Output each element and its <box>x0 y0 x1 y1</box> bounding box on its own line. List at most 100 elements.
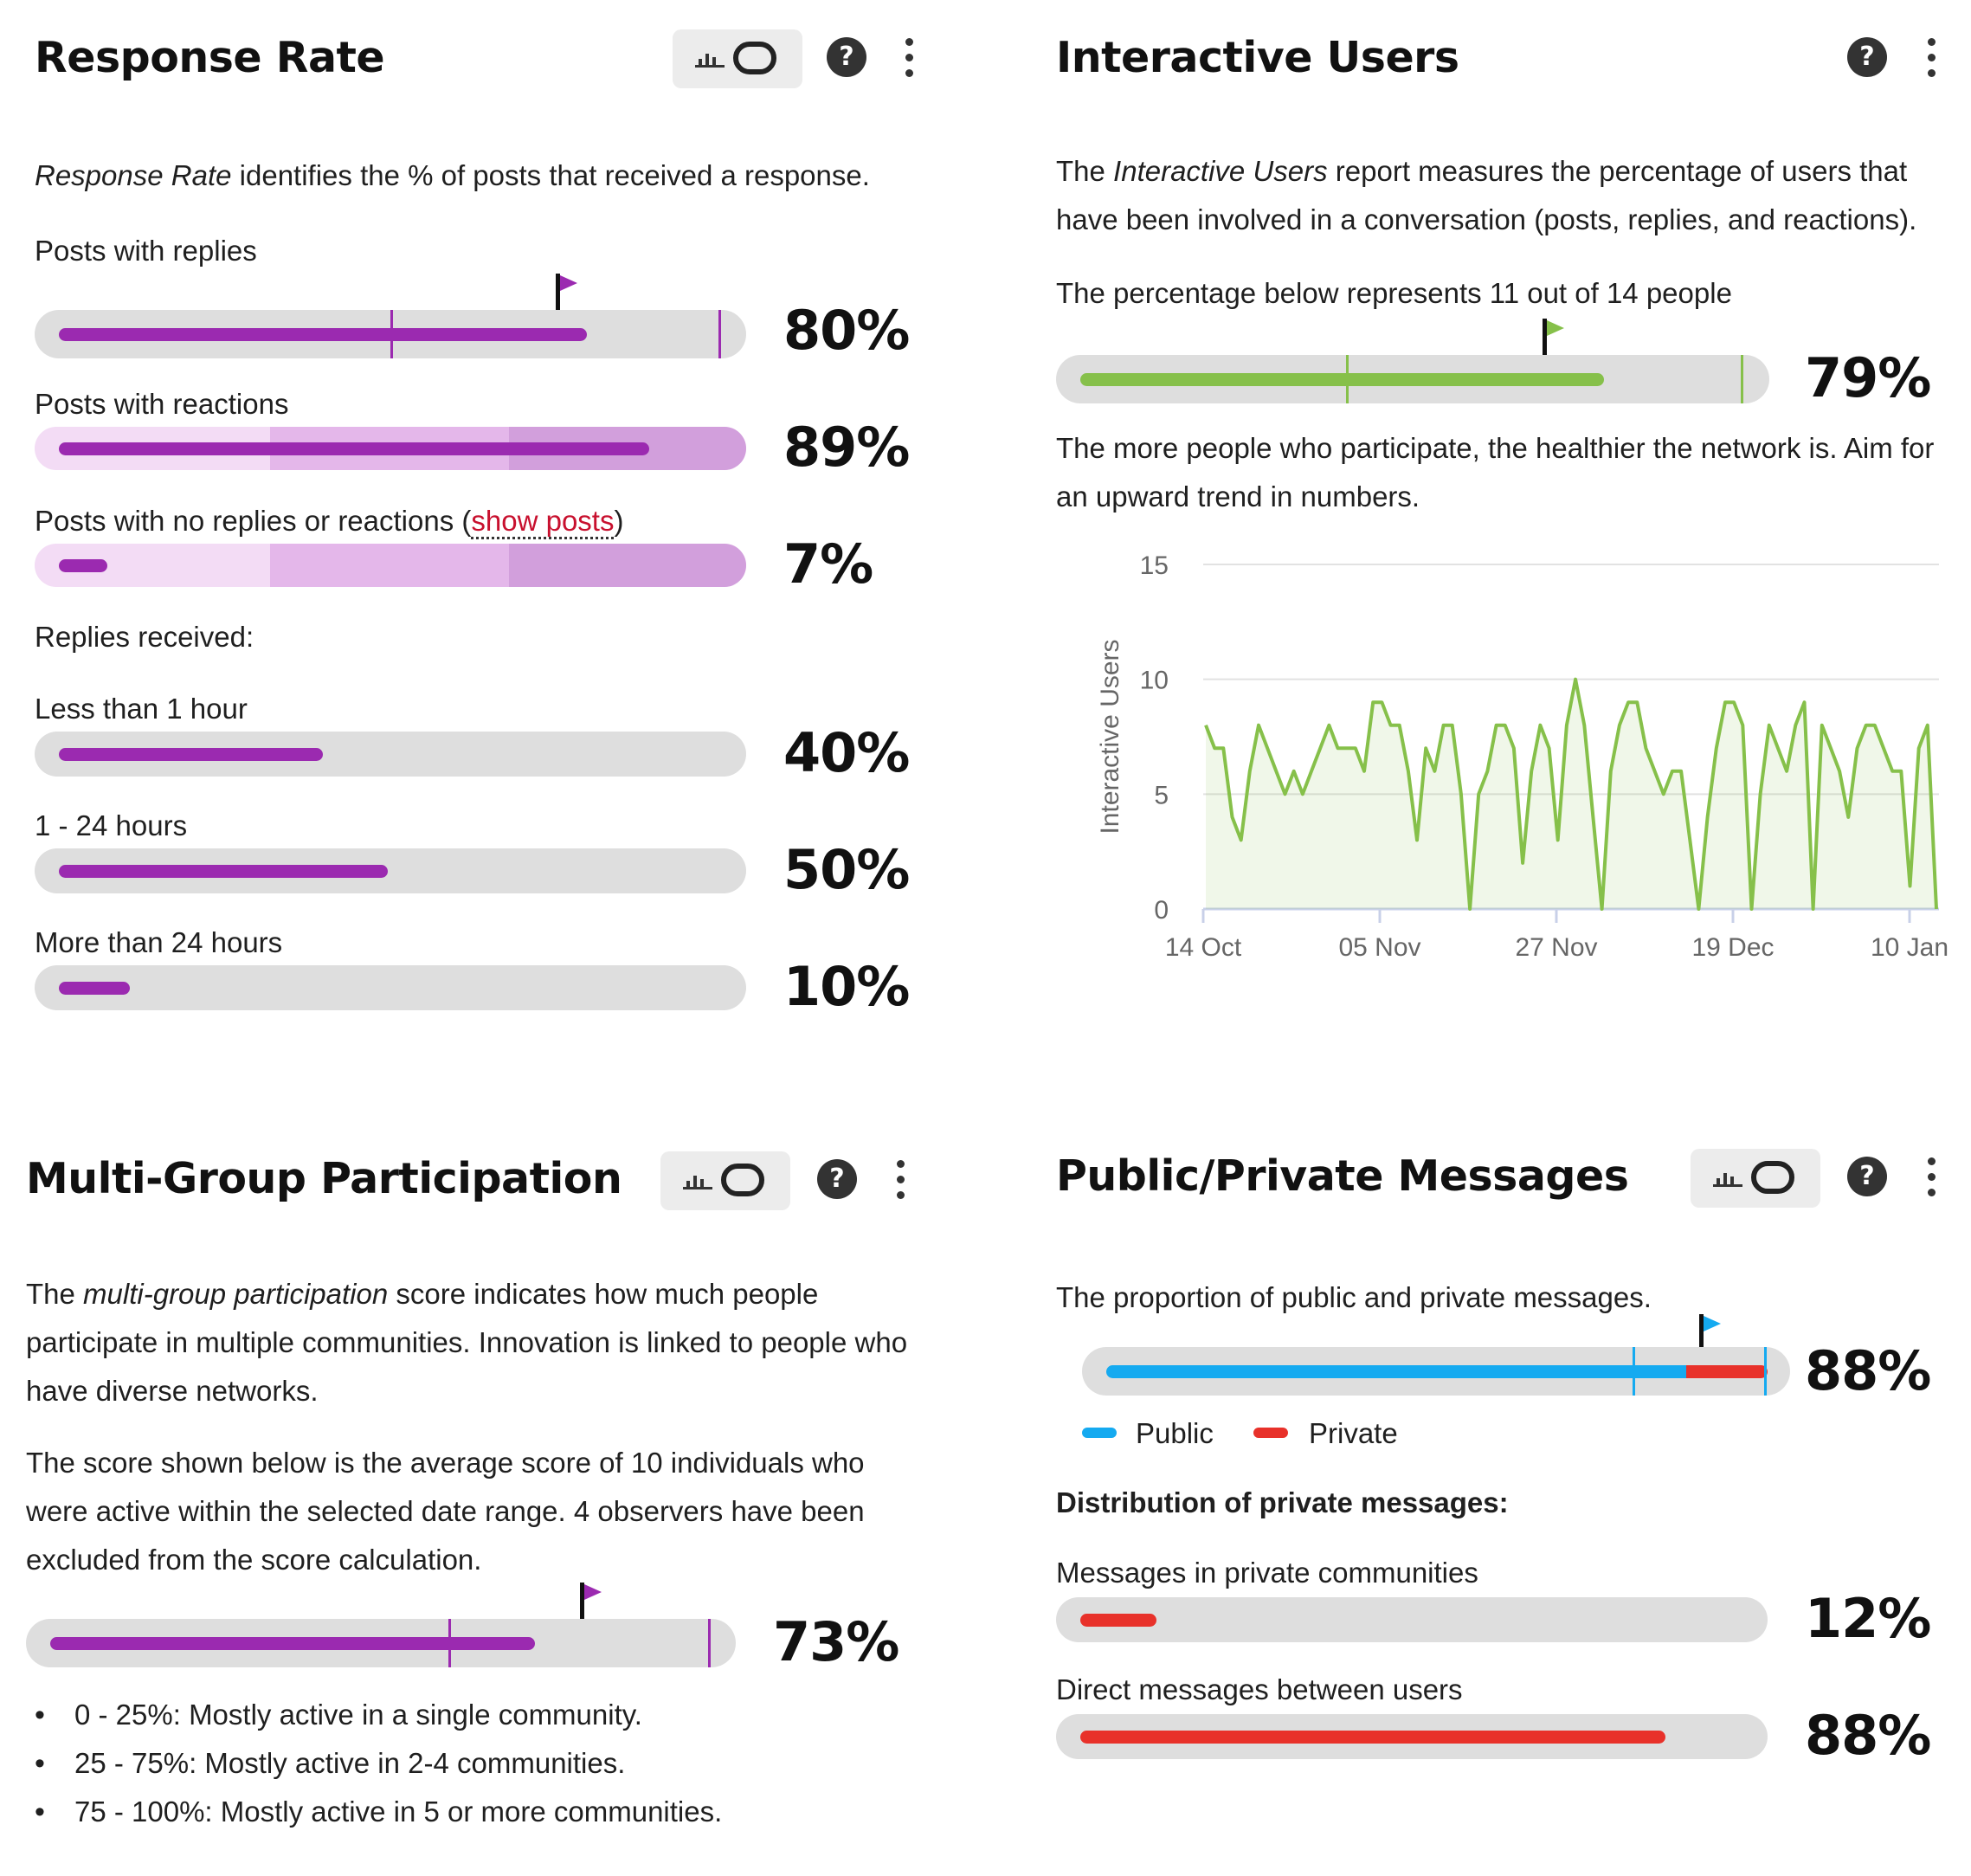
bar-chart-icon <box>695 48 725 68</box>
private-communities-value: 12% <box>1805 1587 1931 1650</box>
public-legend-label: Public <box>1136 1417 1214 1449</box>
max-marker <box>708 1619 711 1667</box>
x-tick-label: 05 Nov <box>1338 933 1420 962</box>
help-icon[interactable]: ? <box>817 1159 857 1199</box>
private-communities-bar <box>1056 1597 1768 1642</box>
interactive-users-title: Interactive Users <box>1056 33 1459 82</box>
multi-group-title: Multi-Group Participation <box>26 1154 622 1203</box>
target-flag-icon <box>1699 1314 1725 1351</box>
y-tick-label: 5 <box>1154 781 1169 809</box>
posts-with-reactions-bar <box>35 427 746 470</box>
multi-group-fill <box>50 1637 535 1650</box>
public-fill <box>1106 1365 1686 1378</box>
more-options-icon[interactable] <box>1926 38 1936 78</box>
more-than-24-hours-fill <box>59 982 130 995</box>
more-than-24-hours-value: 10% <box>783 955 910 1018</box>
bar-chart-icon <box>683 1170 712 1189</box>
multi-group-score-explanation: The score shown below is the average sco… <box>26 1447 865 1576</box>
response-rate-title: Response Rate <box>35 33 385 82</box>
posts-no-response-label: Posts with no replies or reactions (show… <box>35 505 623 539</box>
average-marker <box>390 310 393 358</box>
toggle-switch-icon <box>733 42 776 74</box>
max-marker <box>718 310 721 358</box>
more-than-24-hours-bar <box>35 965 746 1010</box>
interactive-users-chart: 0 5 10 15 Interactive Users 14 Oct 05 Nov 27 No… <box>1096 551 1948 962</box>
series-area <box>1206 679 1936 909</box>
interactive-users-fill <box>1080 373 1604 386</box>
direct-messages-label: Direct messages between users <box>1056 1673 1463 1705</box>
one-to-24-hours-value: 50% <box>783 838 910 901</box>
posts-no-response-value: 7% <box>783 532 873 596</box>
less-than-1-hour-label: Less than 1 hour <box>35 693 248 725</box>
multi-group-description: The multi-group participation score indi… <box>26 1278 908 1407</box>
posts-no-response-fill <box>59 559 107 572</box>
posts-with-replies-value: 80% <box>783 299 910 362</box>
score-ranges-list: 0 - 25%: Mostly active in a single commu… <box>26 1691 926 1836</box>
interactive-users-count-text: The percentage below represents 11 out o… <box>1056 277 1732 309</box>
one-to-24-hours-bar <box>35 848 746 893</box>
y-tick-label: 0 <box>1154 896 1169 925</box>
list-item: 25 - 75%: Mostly active in 2-4 communiti… <box>26 1739 926 1788</box>
help-icon[interactable]: ? <box>827 37 866 77</box>
chart-view-toggle[interactable] <box>660 1151 790 1210</box>
private-communities-fill <box>1080 1614 1156 1627</box>
direct-messages-value: 88% <box>1805 1704 1931 1767</box>
more-options-icon[interactable] <box>895 1160 905 1200</box>
one-to-24-hours-fill <box>59 865 388 878</box>
more-options-icon[interactable] <box>904 38 914 78</box>
less-than-1-hour-bar <box>35 732 746 777</box>
interactive-users-advice: The more people who participate, the hea… <box>1056 432 1935 513</box>
public-legend-swatch <box>1082 1428 1117 1438</box>
bar-chart-icon <box>1713 1168 1742 1187</box>
posts-with-replies-label: Posts with replies <box>35 235 257 267</box>
more-options-icon[interactable] <box>1926 1157 1936 1197</box>
toggle-switch-icon <box>1751 1161 1794 1194</box>
x-tick-label: 19 Dec <box>1691 933 1774 962</box>
chart-view-toggle[interactable] <box>673 29 802 88</box>
chart-view-toggle[interactable] <box>1691 1149 1820 1208</box>
x-tick-label: 10 Jan <box>1871 933 1948 962</box>
help-icon[interactable]: ? <box>1847 1157 1887 1196</box>
more-than-24-hours-label: More than 24 hours <box>35 926 283 958</box>
direct-messages-bar <box>1056 1714 1768 1759</box>
help-icon[interactable]: ? <box>1847 37 1887 77</box>
list-item: 75 - 100%: Mostly active in 5 or more co… <box>26 1788 926 1836</box>
private-legend-swatch <box>1253 1428 1288 1438</box>
private-fill <box>1686 1365 1768 1378</box>
public-private-value: 88% <box>1805 1339 1931 1402</box>
max-marker <box>1741 355 1743 403</box>
y-axis-label: Interactive Users <box>1096 639 1124 834</box>
interactive-users-bar <box>1056 355 1769 403</box>
direct-messages-fill <box>1080 1731 1665 1744</box>
y-tick-label: 15 <box>1140 551 1169 580</box>
interactive-users-description: The Interactive Users report measures th… <box>1056 155 1917 235</box>
x-tick-label: 27 Nov <box>1515 933 1597 962</box>
private-communities-label: Messages in private communities <box>1056 1557 1478 1589</box>
max-marker <box>1764 1347 1767 1396</box>
response-rate-description: Response Rate identifies the % of posts … <box>35 159 870 191</box>
public-private-title: Public/Private Messages <box>1056 1151 1629 1201</box>
posts-with-replies-bar <box>35 310 746 358</box>
less-than-1-hour-fill <box>59 748 323 761</box>
posts-with-replies-fill <box>59 328 587 341</box>
average-marker <box>1633 1347 1635 1396</box>
distribution-heading: Distribution of private messages: <box>1056 1486 1509 1518</box>
less-than-1-hour-value: 40% <box>783 721 910 784</box>
series-line <box>1204 677 1938 911</box>
posts-with-reactions-label: Posts with reactions <box>35 388 289 420</box>
show-posts-link[interactable]: show posts <box>471 505 615 539</box>
replies-received-heading: Replies received: <box>35 621 254 653</box>
public-private-description: The proportion of public and private mes… <box>1056 1281 1652 1313</box>
y-tick-label: 10 <box>1140 667 1169 695</box>
public-private-bar <box>1082 1347 1790 1396</box>
posts-with-reactions-fill <box>59 442 649 455</box>
posts-no-response-bar <box>35 544 746 587</box>
private-legend-label: Private <box>1309 1417 1398 1449</box>
target-flag-icon <box>556 274 582 310</box>
multi-group-bar <box>26 1619 736 1667</box>
one-to-24-hours-label: 1 - 24 hours <box>35 809 188 841</box>
list-item: 0 - 25%: Mostly active in a single commu… <box>26 1691 926 1739</box>
target-flag-icon <box>1543 319 1568 355</box>
toggle-switch-icon <box>721 1164 764 1196</box>
average-marker <box>448 1619 451 1667</box>
